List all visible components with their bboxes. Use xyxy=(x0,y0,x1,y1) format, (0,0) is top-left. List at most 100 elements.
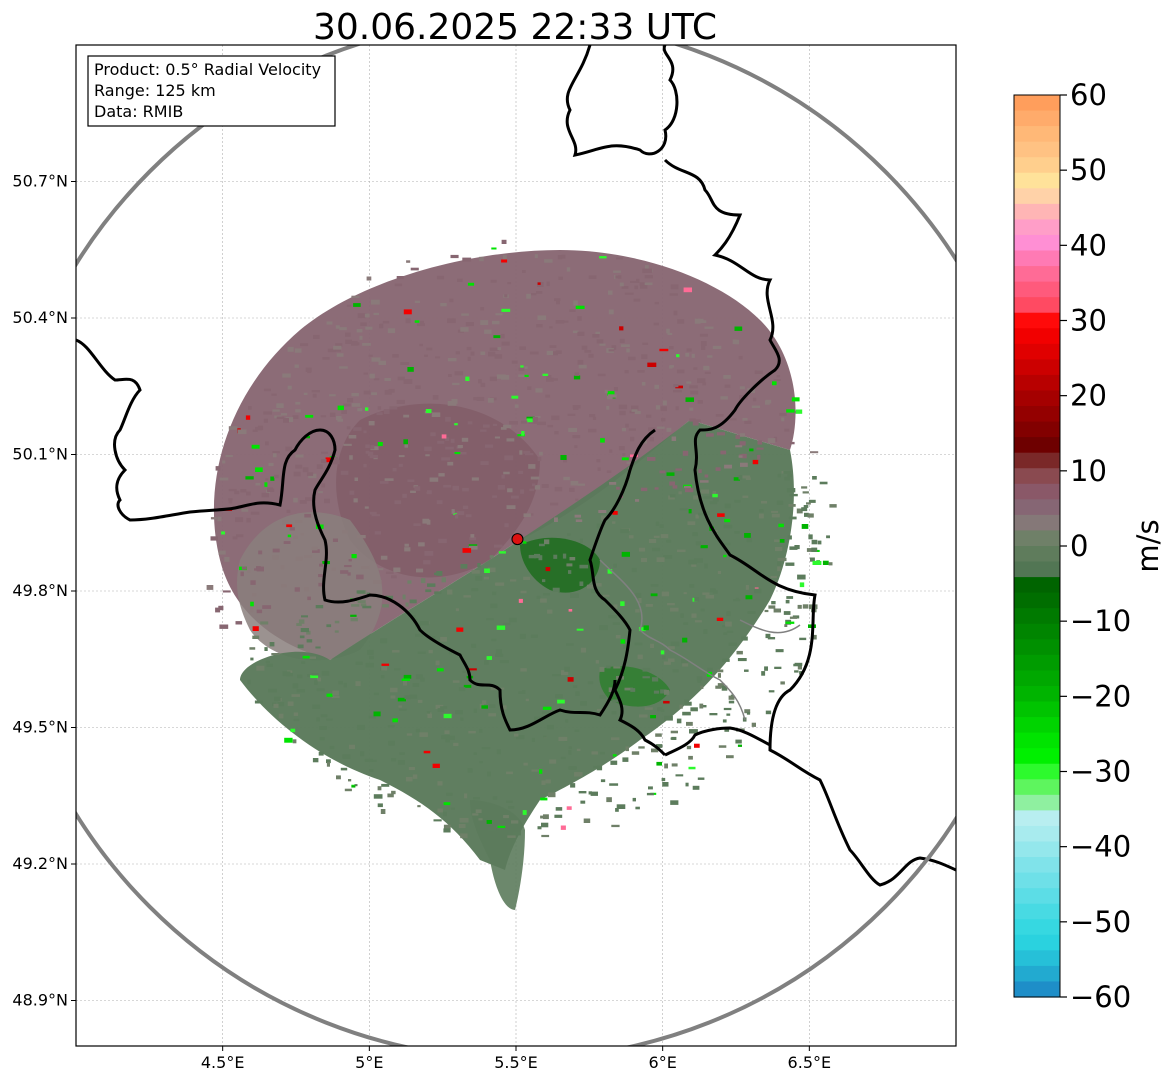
colorbar-band-19 xyxy=(1014,390,1060,407)
echo-speckle xyxy=(579,538,583,543)
echo-speckle xyxy=(793,663,801,667)
echo-speckle xyxy=(775,649,784,653)
echo-speckle xyxy=(404,444,408,448)
echo-speckle xyxy=(580,647,587,653)
echo-speckle xyxy=(670,800,679,805)
echo-speckle xyxy=(287,701,294,706)
echo-speckle xyxy=(540,815,546,819)
echo-speckle xyxy=(537,282,541,285)
echo-speckle xyxy=(441,457,450,461)
colorbar-bands xyxy=(1014,95,1060,998)
radar-echo-field xyxy=(213,250,796,910)
echo-speckle xyxy=(300,628,309,633)
echo-speckle xyxy=(491,247,497,250)
colorbar-band-28 xyxy=(1014,530,1060,547)
echo-speckle xyxy=(778,523,784,528)
echo-speckle xyxy=(576,628,584,631)
echo-speckle xyxy=(612,699,619,703)
echo-speckle xyxy=(768,605,776,609)
echo-speckle xyxy=(575,498,579,501)
echo-speckle xyxy=(684,485,691,489)
colorbar-band-4 xyxy=(1014,157,1060,174)
echo-speckle xyxy=(326,624,332,628)
echo-speckle xyxy=(290,728,296,733)
echo-speckle xyxy=(465,322,474,327)
echo-speckle xyxy=(685,352,690,357)
echo-speckle xyxy=(293,718,300,722)
echo-speckle xyxy=(568,570,572,574)
echo-speckle xyxy=(661,591,670,597)
echo-speckle xyxy=(535,388,543,393)
echo-speckle xyxy=(770,575,777,579)
radar-map[interactable]: Product: 0.5° Radial Velocity Range: 125… xyxy=(0,19,1037,1059)
echo-speckle xyxy=(806,502,811,505)
echo-speckle xyxy=(396,399,405,404)
echo-speckle xyxy=(381,666,388,671)
echo-speckle xyxy=(573,375,581,380)
echo-speckle xyxy=(652,677,659,682)
echo-speckle xyxy=(689,385,698,389)
echo-speckle xyxy=(466,346,472,351)
echo-speckle xyxy=(280,565,285,570)
echo-speckle xyxy=(215,466,221,471)
echo-speckle xyxy=(494,436,500,439)
echo-speckle xyxy=(282,373,291,378)
echo-speckle xyxy=(387,725,395,728)
echo-speckle xyxy=(483,576,490,580)
echo-speckle xyxy=(451,509,455,514)
lon-tick-label-2: 5.5°E xyxy=(494,1053,538,1072)
echo-speckle xyxy=(454,423,458,426)
echo-speckle xyxy=(341,409,347,414)
echo-speckle xyxy=(653,535,660,538)
echo-speckle xyxy=(616,804,626,809)
echo-speckle xyxy=(737,658,747,662)
echo-speckle xyxy=(481,705,488,709)
echo-speckle xyxy=(480,429,487,432)
echo-speckle xyxy=(438,473,445,477)
echo-speckle xyxy=(744,709,751,714)
radar-site-marker[interactable] xyxy=(511,533,524,546)
echo-speckle xyxy=(540,797,548,801)
echo-speckle xyxy=(673,390,682,393)
echo-speckle xyxy=(566,267,571,272)
echo-speckle xyxy=(351,295,360,298)
echo-speckle xyxy=(459,817,469,823)
echo-speckle xyxy=(522,690,526,694)
colorbar-band-16 xyxy=(1014,343,1060,360)
echo-speckle xyxy=(484,329,492,334)
echo-speckle xyxy=(699,703,704,709)
echo-speckle xyxy=(351,785,356,788)
echo-speckle xyxy=(599,343,606,346)
echo-speckle xyxy=(391,758,397,762)
echo-speckle xyxy=(685,782,689,787)
echo-speckle xyxy=(624,687,633,691)
echo-speckle xyxy=(693,419,701,423)
echo-speckle xyxy=(741,636,748,641)
colorbar-band-46 xyxy=(1014,810,1060,827)
echo-speckle xyxy=(771,601,776,605)
colorbar-band-38 xyxy=(1014,685,1060,703)
colorbar-band-30 xyxy=(1014,561,1060,578)
echo-speckle xyxy=(742,417,748,421)
echo-speckle xyxy=(258,550,263,555)
echo-speckle xyxy=(294,364,299,368)
echo-speckle xyxy=(703,629,708,634)
echo-speckle xyxy=(286,509,291,513)
echo-speckle xyxy=(367,451,374,457)
echo-speckle xyxy=(525,453,534,456)
echo-speckle xyxy=(380,675,385,679)
echo-speckle xyxy=(265,441,269,446)
echo-speckle xyxy=(443,484,452,488)
colorbar-band-43 xyxy=(1014,763,1060,780)
echo-speckle xyxy=(373,692,379,696)
echo-speckle xyxy=(402,594,406,600)
echo-speckle xyxy=(315,605,324,609)
echo-speckle xyxy=(268,462,274,467)
colorbar-band-31 xyxy=(1014,577,1060,594)
country-borders xyxy=(76,45,956,887)
echo-speckle xyxy=(403,439,408,445)
echo-speckle xyxy=(704,474,709,478)
echo-speckle xyxy=(577,331,585,336)
echo-speckle xyxy=(646,414,652,418)
colorbar-band-20 xyxy=(1014,406,1060,423)
